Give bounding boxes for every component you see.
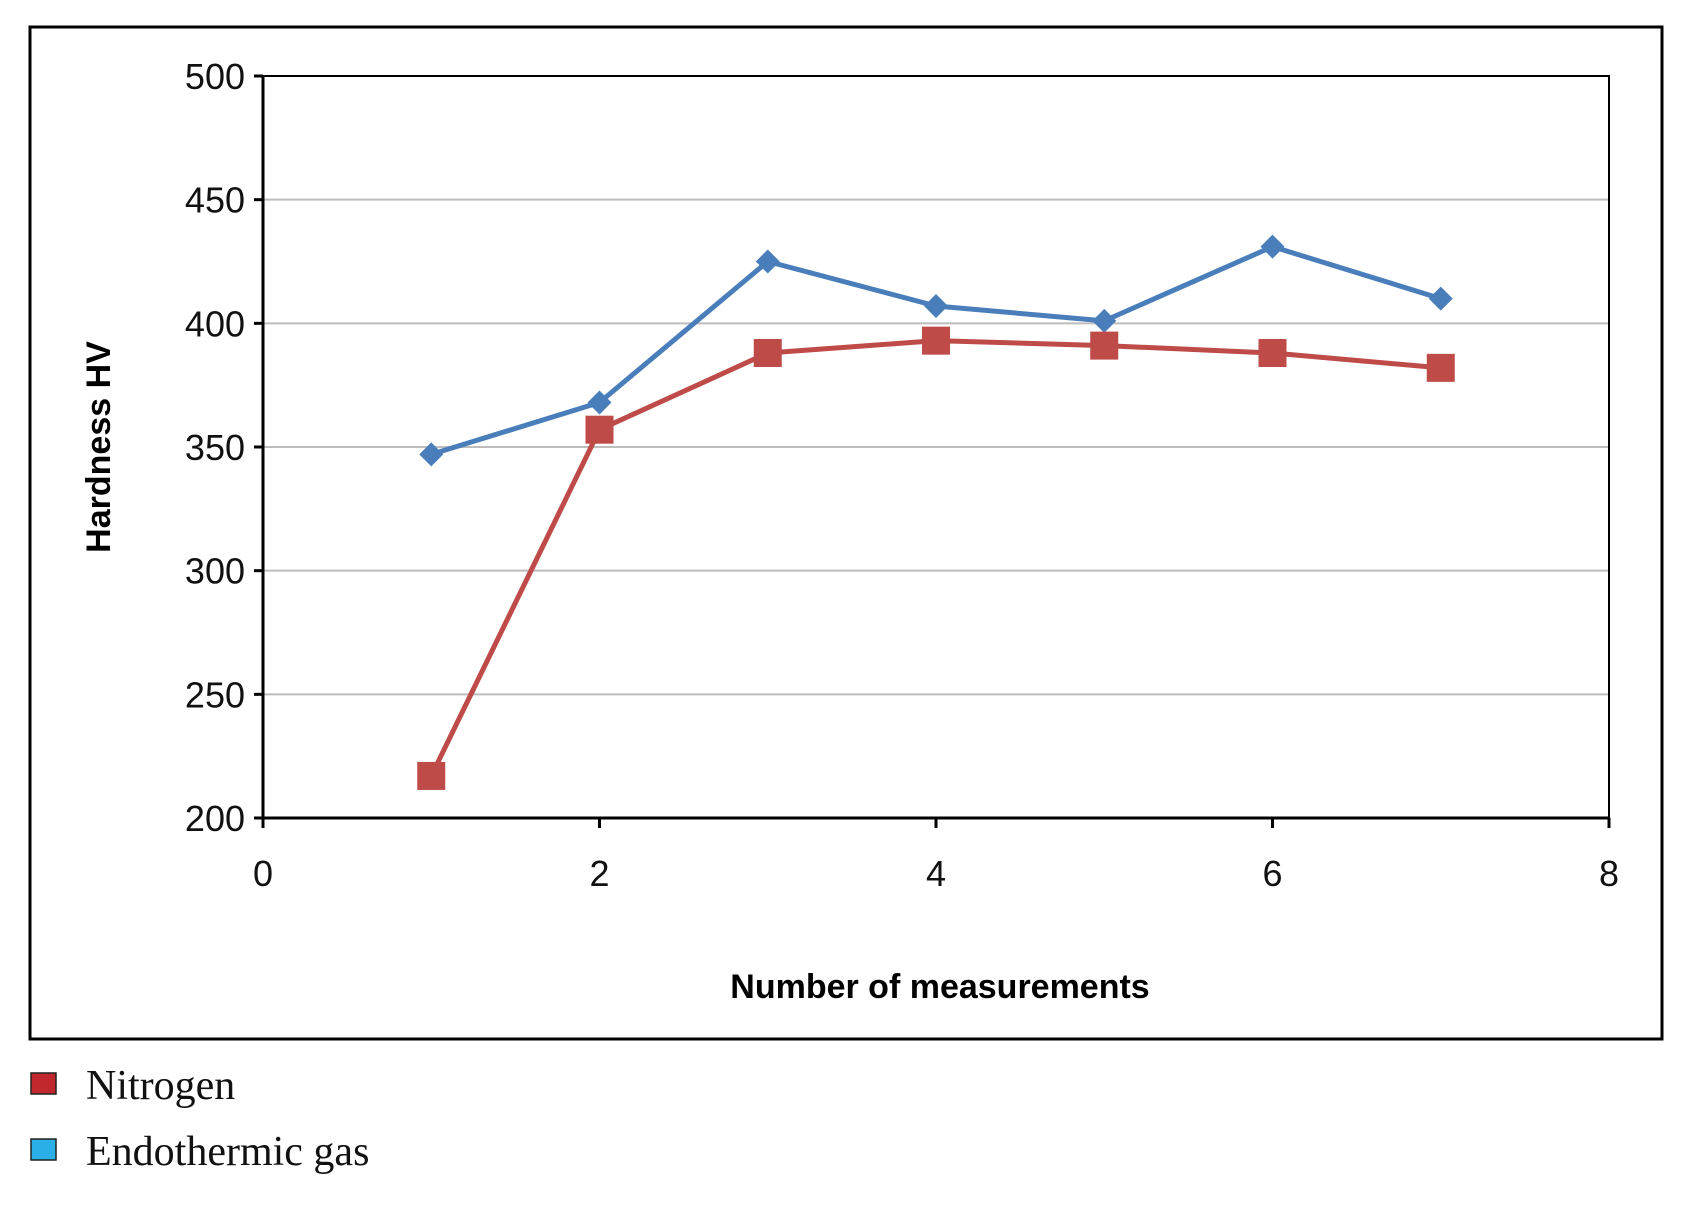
marker-endothermic-gas-6 [1260, 234, 1285, 259]
legend: Nitrogen Endothermic gas [30, 1063, 369, 1175]
y-tick-label-300: 300 [185, 551, 245, 592]
marker-endothermic-gas-3 [755, 249, 780, 274]
y-tick-label-500: 500 [185, 56, 245, 97]
axes: 200 250 300 350 400 450 500 0 2 4 6 8 [185, 56, 1619, 894]
marker-endothermic-gas-1 [419, 442, 444, 467]
y-tick-label-350: 350 [185, 427, 245, 468]
marker-endothermic-gas-7 [1428, 286, 1453, 311]
marker-nitrogen-6 [1258, 339, 1287, 368]
y-tick-label-450: 450 [185, 180, 245, 221]
marker-nitrogen-3 [753, 339, 782, 368]
y-axis-title: Hardness HV [80, 341, 118, 553]
y-tick-label-200: 200 [185, 798, 245, 839]
y-tick-label-400: 400 [185, 303, 245, 344]
legend-swatch-endothermic-gas [30, 1138, 57, 1161]
marker-nitrogen-5 [1090, 331, 1119, 360]
x-axis-title: Number of measurements [730, 968, 1149, 1006]
series-lines [417, 234, 1455, 790]
legend-swatch-nitrogen [30, 1072, 57, 1095]
marker-endothermic-gas-4 [924, 294, 948, 319]
chart-frame [28, 25, 1664, 1041]
marker-endothermic-gas-5 [1092, 308, 1117, 333]
marker-nitrogen-1 [417, 761, 446, 790]
x-tick-label-6: 6 [1262, 853, 1282, 894]
marker-nitrogen-2 [585, 415, 614, 444]
legend-label-endothermic-gas: Endothermic gas [86, 1129, 369, 1175]
marker-endothermic-gas-2 [587, 390, 612, 415]
marker-nitrogen-7 [1426, 353, 1455, 382]
x-tick-label-2: 2 [589, 853, 609, 894]
marker-nitrogen-4 [922, 326, 950, 355]
grid-lines [263, 198, 1609, 696]
x-tick-label-8: 8 [1599, 853, 1619, 894]
x-tick-label-0: 0 [253, 853, 273, 894]
x-tick-label-4: 4 [926, 853, 946, 894]
y-tick-label-250: 250 [185, 674, 245, 715]
legend-label-nitrogen: Nitrogen [86, 1063, 235, 1109]
